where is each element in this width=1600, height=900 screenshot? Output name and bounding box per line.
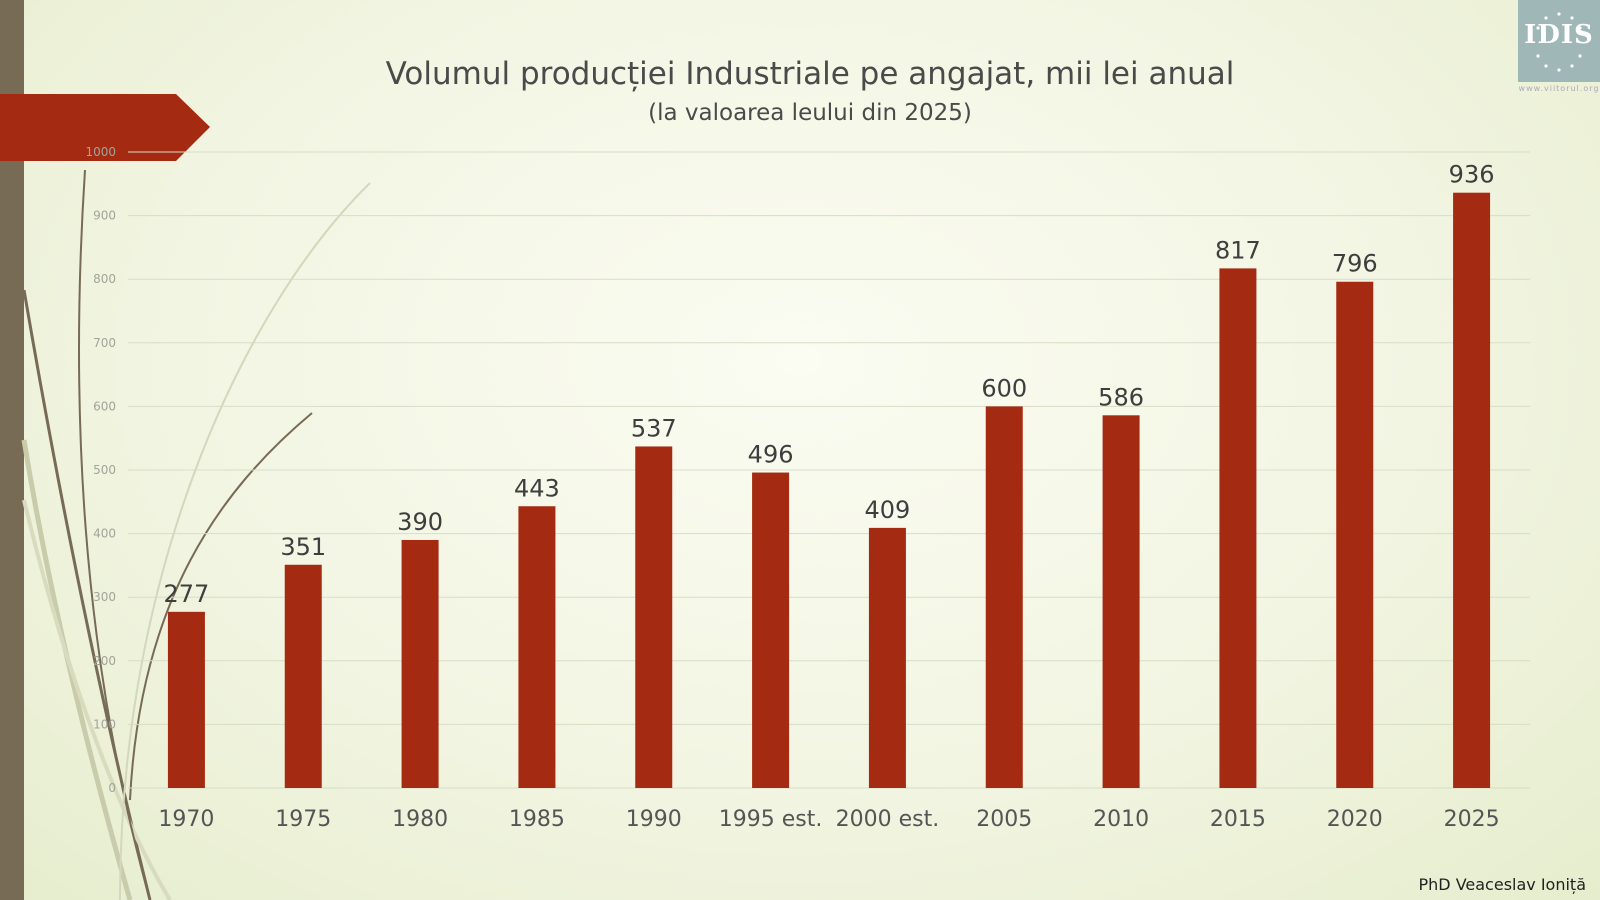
data-label-1985: 443 xyxy=(514,474,560,502)
decorative-curves xyxy=(21,169,371,900)
y-tick-label: 1000 xyxy=(85,145,116,159)
gridlines xyxy=(128,151,1530,789)
data-label-1990: 537 xyxy=(631,414,677,442)
bar-2010 xyxy=(1102,415,1140,788)
data-label-1975: 351 xyxy=(280,533,326,561)
data-label-1970: 277 xyxy=(164,580,210,608)
x-tick-label: 2005 xyxy=(976,807,1032,832)
y-tick-label: 100 xyxy=(93,717,116,731)
bar-1975 xyxy=(284,564,322,788)
y-tick-label: 500 xyxy=(93,463,116,477)
bar-2015 xyxy=(1219,268,1257,788)
x-tick-label: 1975 xyxy=(275,807,331,832)
x-tick-label: 2015 xyxy=(1210,807,1266,832)
bar-2005 xyxy=(985,406,1023,788)
x-tick-label: 1980 xyxy=(392,807,448,832)
x-tick-label: 2010 xyxy=(1093,807,1149,832)
bar-1995 est. xyxy=(752,472,790,788)
y-tick-label: 600 xyxy=(93,399,116,413)
logo-url: www.viitorul.org xyxy=(1518,84,1600,93)
bar-1990 xyxy=(635,446,673,788)
bars xyxy=(167,192,1491,789)
x-tick-label: 1995 est. xyxy=(719,807,823,832)
author-credit: PhD Veaceslav Ioniță xyxy=(1418,875,1587,894)
y-tick-label: 300 xyxy=(93,590,116,604)
x-tick-label: 1990 xyxy=(626,807,682,832)
data-label-1995 est.: 496 xyxy=(748,441,794,469)
logo-stars-icon xyxy=(1536,12,1582,72)
data-label-2005: 600 xyxy=(981,374,1027,402)
x-tick-label: 2020 xyxy=(1327,807,1383,832)
y-tick-label: 700 xyxy=(93,336,116,350)
y-tick-label: 0 xyxy=(108,781,116,795)
data-labels: 277 351 390 443 537 496 409 600 586 817 796 936 xyxy=(164,161,1495,608)
chart-subtitle: (la valoarea leului din 2025) xyxy=(648,100,972,126)
idis-logo: IDIS xyxy=(1518,0,1600,82)
data-label-2020: 796 xyxy=(1332,250,1378,278)
y-axis-ticks: 0 100 200 300 400 500 600 700 800 900 1000 xyxy=(85,145,116,795)
data-label-2015: 817 xyxy=(1215,236,1261,264)
x-tick-label: 1985 xyxy=(509,807,565,832)
y-tick-label: 900 xyxy=(93,209,116,223)
title-banner-arrow xyxy=(0,94,210,161)
bar-1970 xyxy=(167,611,205,788)
data-label-2000 est.: 409 xyxy=(865,496,911,524)
x-tick-label: 1970 xyxy=(158,807,214,832)
bar-2020 xyxy=(1336,281,1374,788)
data-label-2010: 586 xyxy=(1098,383,1144,411)
y-tick-label: 800 xyxy=(93,272,116,286)
y-tick-label: 400 xyxy=(93,527,116,541)
bar-1980 xyxy=(401,539,439,788)
logo-text: IDIS xyxy=(1524,20,1594,50)
chart-title: Volumul producției Industriale pe angaja… xyxy=(385,56,1235,92)
y-tick-label: 200 xyxy=(93,654,116,668)
x-tick-label: 2025 xyxy=(1444,807,1500,832)
x-axis-ticks: 1970 1975 1980 1985 1990 1995 est. 2000 est. 20… xyxy=(158,807,1499,832)
x-tick-label: 2000 est. xyxy=(836,807,940,832)
bar-1985 xyxy=(518,506,556,788)
bar-2025 xyxy=(1453,192,1491,789)
bar-2000 est. xyxy=(868,527,906,788)
data-label-2025: 936 xyxy=(1449,161,1495,189)
data-label-1980: 390 xyxy=(397,508,443,536)
